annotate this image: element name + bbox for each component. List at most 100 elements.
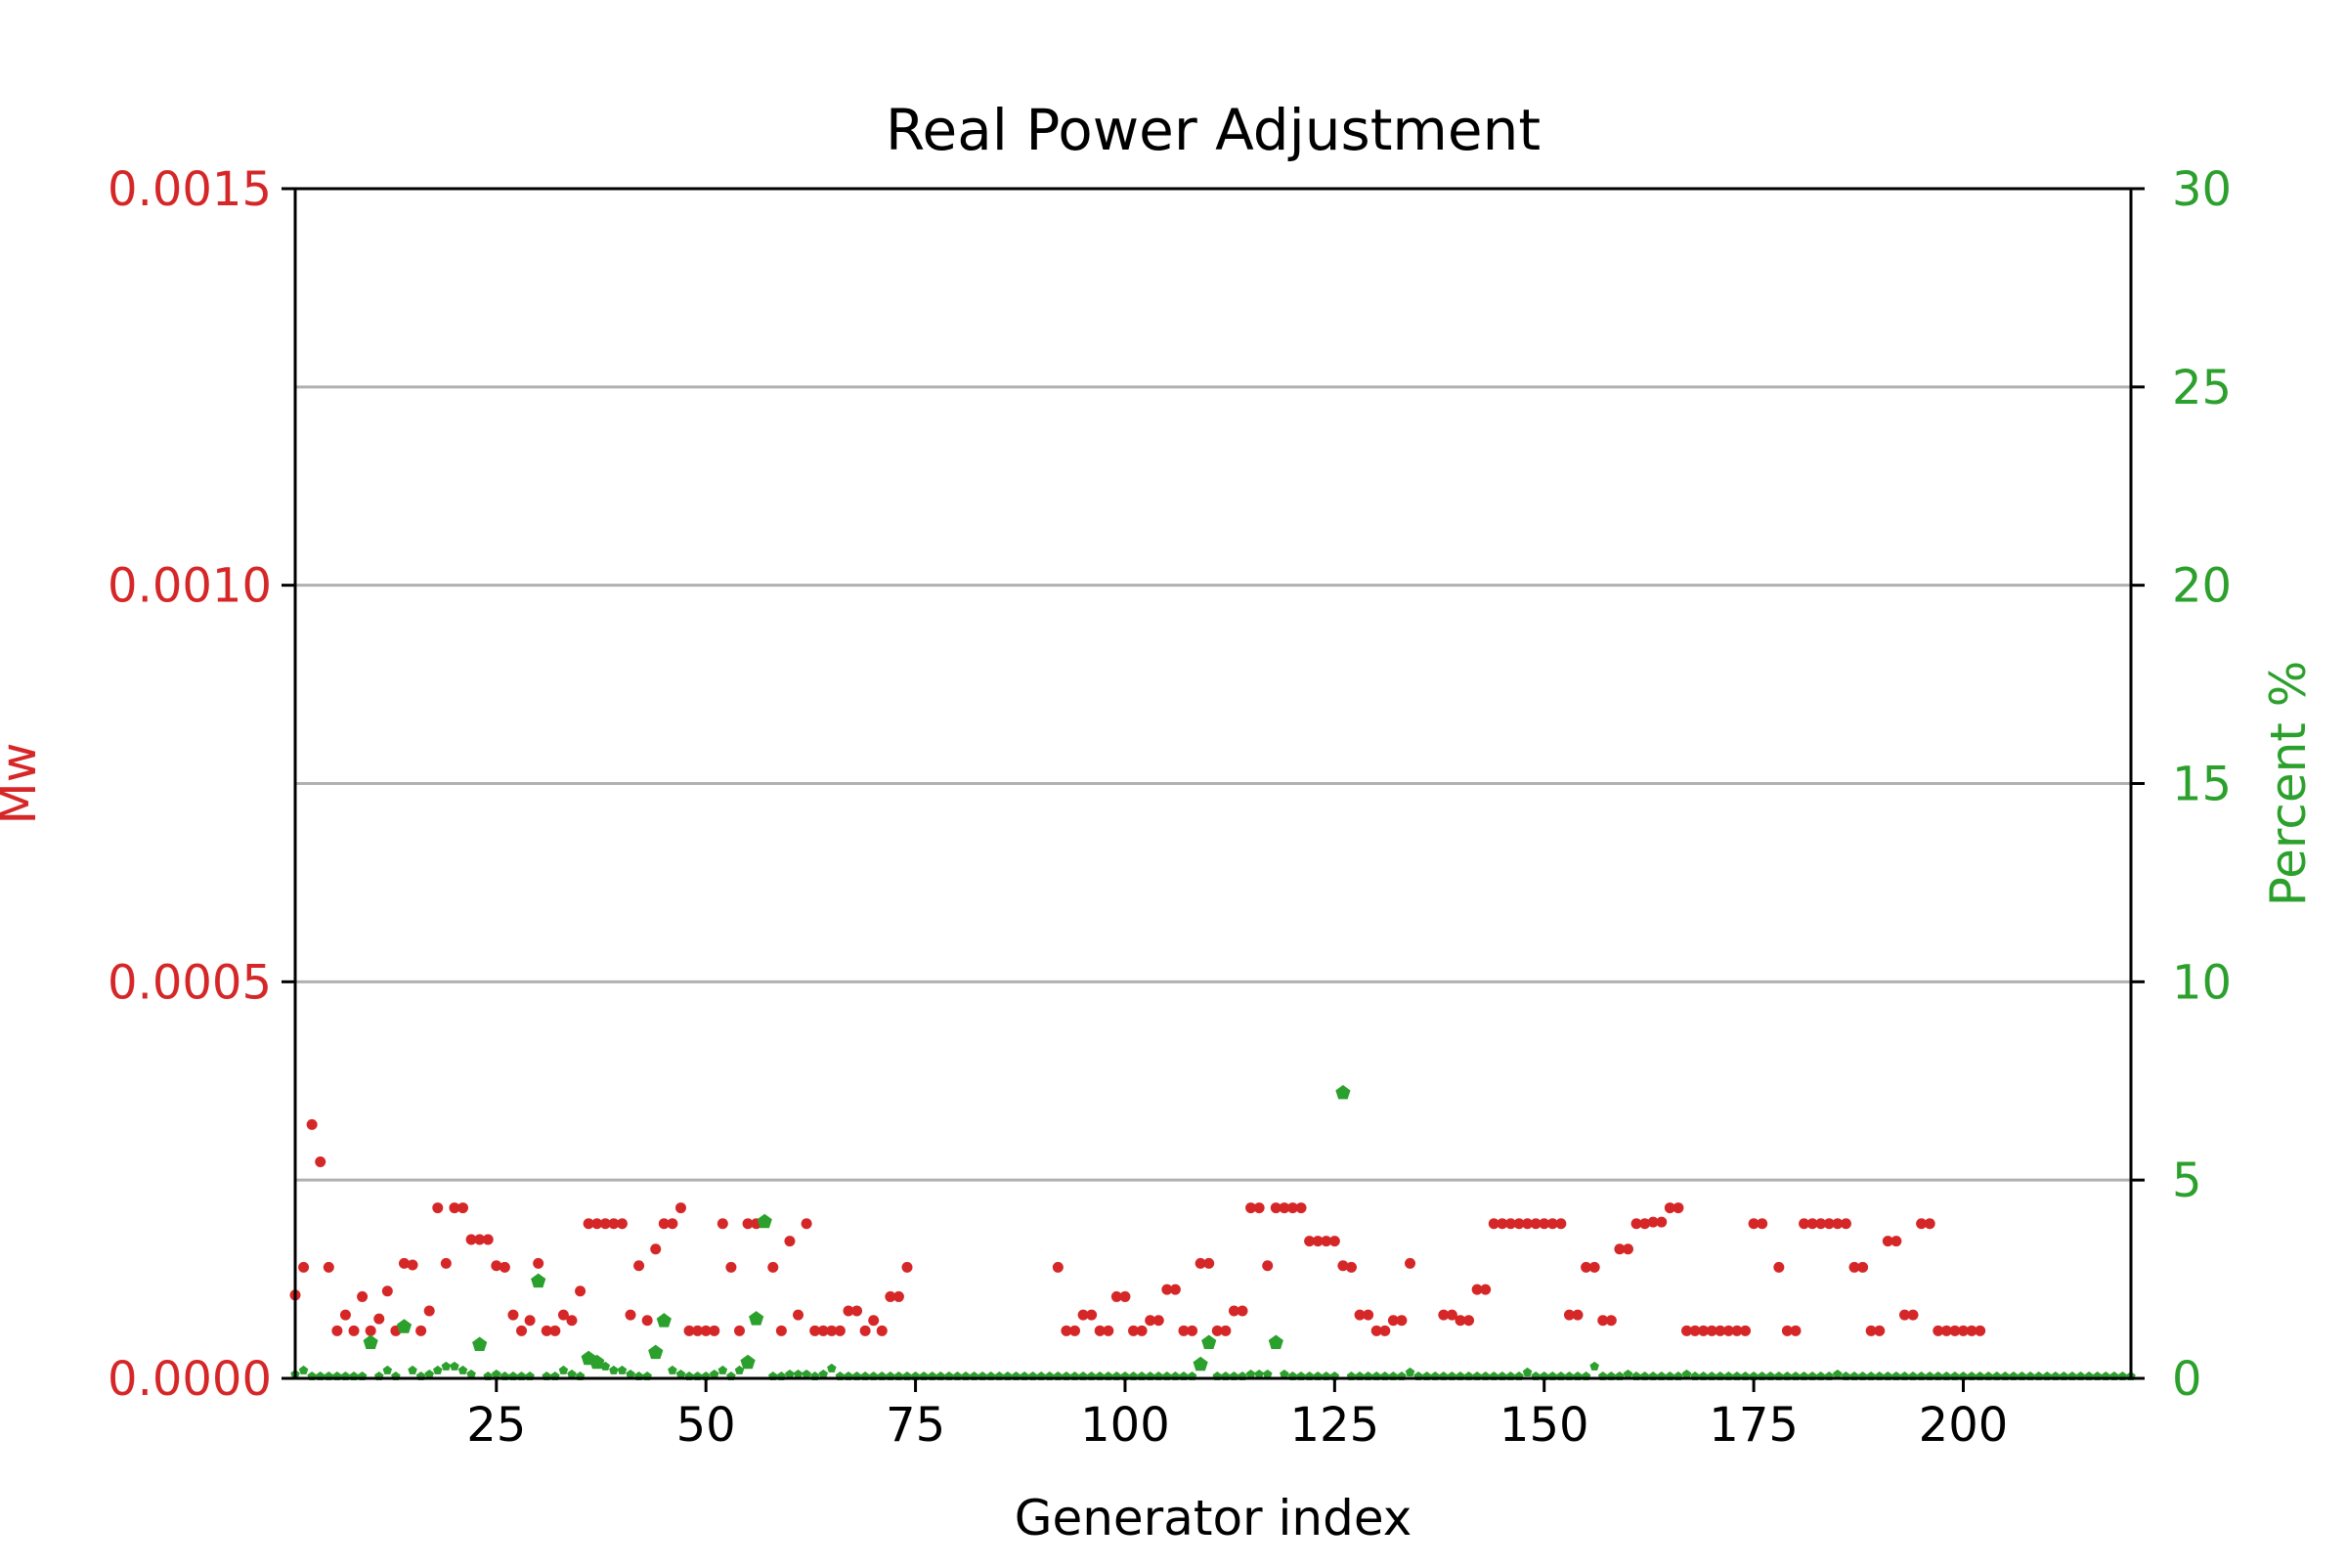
mw-point	[1639, 1218, 1651, 1230]
y-right-axis-label: Percent %	[2260, 661, 2317, 907]
mw-point	[1865, 1325, 1877, 1336]
mw-point	[1715, 1325, 1726, 1336]
mw-point	[1949, 1325, 1961, 1336]
percent-point	[675, 1369, 686, 1378]
percent-point	[1254, 1369, 1264, 1378]
mw-point	[1069, 1325, 1081, 1336]
mw-point	[1086, 1309, 1098, 1321]
mw-point	[742, 1218, 754, 1230]
mw-point	[449, 1202, 460, 1214]
mw-point	[1940, 1325, 1952, 1336]
y-right-tick-label: 20	[2172, 559, 2232, 614]
mw-point	[658, 1218, 670, 1230]
mw-point	[306, 1118, 318, 1130]
mw-point	[1110, 1290, 1122, 1302]
mw-point	[1588, 1261, 1600, 1273]
mw-point	[901, 1261, 913, 1273]
mw-point	[1405, 1257, 1416, 1269]
mw-point	[1581, 1261, 1592, 1273]
percent-point	[617, 1365, 628, 1374]
mw-point	[1052, 1261, 1064, 1273]
mw-point	[1354, 1309, 1366, 1321]
mw-point	[1522, 1218, 1534, 1230]
mw-point	[1279, 1202, 1290, 1214]
percent-point	[717, 1365, 728, 1374]
mw-point	[1882, 1236, 1893, 1247]
mw-point	[423, 1305, 435, 1317]
mw-point	[1647, 1216, 1659, 1228]
mw-point	[859, 1325, 871, 1336]
mw-point	[885, 1290, 896, 1302]
mw-point	[1722, 1325, 1734, 1336]
mw-point	[1933, 1325, 1944, 1336]
mw-point	[641, 1315, 653, 1327]
mw-point	[357, 1290, 369, 1302]
mw-point	[1178, 1325, 1190, 1336]
mw-point	[1957, 1325, 1969, 1336]
percent-point	[433, 1365, 443, 1374]
axes	[282, 187, 2145, 1392]
percent-point	[827, 1363, 837, 1372]
percent-point	[1681, 1369, 1692, 1378]
mw-point	[1128, 1325, 1140, 1336]
mw-point	[1187, 1325, 1198, 1336]
mw-point	[549, 1325, 561, 1336]
mw-point	[625, 1309, 636, 1321]
percent-point	[740, 1354, 756, 1370]
y-right-tick-label: 15	[2172, 758, 2232, 812]
mw-point	[843, 1305, 854, 1317]
mw-point	[1898, 1309, 1910, 1321]
mw-point	[1195, 1257, 1206, 1269]
mw-point	[1563, 1309, 1575, 1321]
mw-point	[1806, 1218, 1818, 1230]
mw-point	[775, 1325, 787, 1336]
percent-point	[492, 1369, 501, 1378]
mw-point	[457, 1202, 469, 1214]
percent-point	[450, 1361, 459, 1371]
mw-point	[892, 1290, 904, 1302]
percent-point	[1201, 1334, 1217, 1349]
y-left-tick-label: 0.0015	[108, 162, 272, 217]
x-tick-label: 25	[466, 1398, 526, 1453]
mw-point	[1295, 1202, 1307, 1214]
mw-point	[381, 1285, 393, 1297]
mw-point	[1321, 1236, 1332, 1247]
mw-point	[826, 1325, 838, 1336]
percent-point	[749, 1311, 764, 1326]
mw-point	[1815, 1218, 1827, 1230]
mw-point	[1530, 1218, 1542, 1230]
mw-point	[599, 1218, 611, 1230]
mw-point	[541, 1325, 552, 1336]
percent-series	[290, 1084, 2136, 1381]
mw-point	[524, 1315, 536, 1327]
mw-point	[1286, 1202, 1298, 1214]
mw-point	[432, 1202, 444, 1214]
x-tick-label: 75	[886, 1398, 945, 1453]
x-axis-label: Generator index	[1015, 1490, 1412, 1546]
mw-point	[1555, 1218, 1567, 1230]
mw-point	[566, 1315, 578, 1327]
percent-point	[531, 1273, 546, 1288]
mw-point	[1396, 1315, 1408, 1327]
y-right-tick-label: 0	[2172, 1352, 2202, 1407]
mw-point	[1823, 1218, 1835, 1230]
mw-point	[709, 1325, 720, 1336]
mw-point	[1924, 1218, 1935, 1230]
percent-point	[1623, 1369, 1633, 1378]
mw-point	[575, 1285, 586, 1297]
mw-point	[1211, 1325, 1223, 1336]
mw-point	[298, 1261, 310, 1273]
mw-point	[1966, 1325, 1977, 1336]
mw-point	[315, 1156, 326, 1168]
mw-point	[1169, 1284, 1181, 1295]
mw-point	[700, 1325, 712, 1336]
mw-point	[1681, 1325, 1693, 1336]
percent-point	[466, 1369, 476, 1378]
x-tick-label: 200	[1919, 1398, 2009, 1453]
mw-point	[1740, 1325, 1752, 1336]
mw-point	[1664, 1202, 1675, 1214]
mw-point	[1337, 1260, 1349, 1272]
mw-point	[1161, 1284, 1173, 1295]
